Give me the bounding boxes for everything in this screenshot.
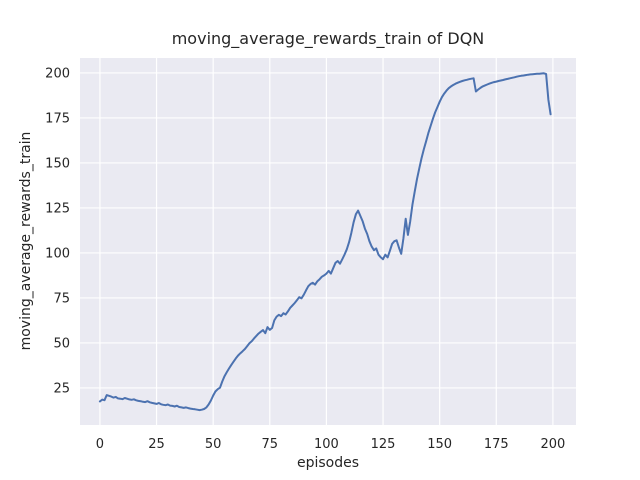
x-tick-label: 25 — [148, 437, 165, 452]
reward-series-line — [98, 72, 552, 412]
y-tick-labels: 25 50 75 100 125 150 175 200 — [45, 66, 70, 396]
y-tick-label: 100 — [45, 246, 70, 261]
x-tick-label: 200 — [540, 437, 565, 452]
y-axis-label: moving_average_rewards_train — [18, 132, 34, 351]
x-tick-label: 100 — [314, 437, 339, 452]
y-tick-label: 50 — [53, 336, 70, 351]
y-tick-label: 125 — [45, 201, 70, 216]
x-axis-label: episodes — [297, 455, 359, 471]
x-tick-label: 75 — [262, 437, 279, 452]
gridlines — [80, 58, 576, 425]
x-tick-labels: 0 25 50 75 100 125 150 175 200 — [96, 437, 566, 452]
x-tick-label: 150 — [427, 437, 452, 452]
x-tick-label: 50 — [205, 437, 222, 452]
x-tick-label: 175 — [484, 437, 509, 452]
plot-area — [80, 58, 576, 425]
x-tick-label: 125 — [371, 437, 396, 452]
y-tick-label: 200 — [45, 66, 70, 81]
y-tick-label: 75 — [53, 291, 70, 306]
y-tick-label: 25 — [53, 381, 70, 396]
y-tick-label: 175 — [45, 111, 70, 126]
chart-title: moving_average_rewards_train of DQN — [172, 29, 485, 49]
x-tick-label: 0 — [96, 437, 104, 452]
y-tick-label: 150 — [45, 156, 70, 171]
